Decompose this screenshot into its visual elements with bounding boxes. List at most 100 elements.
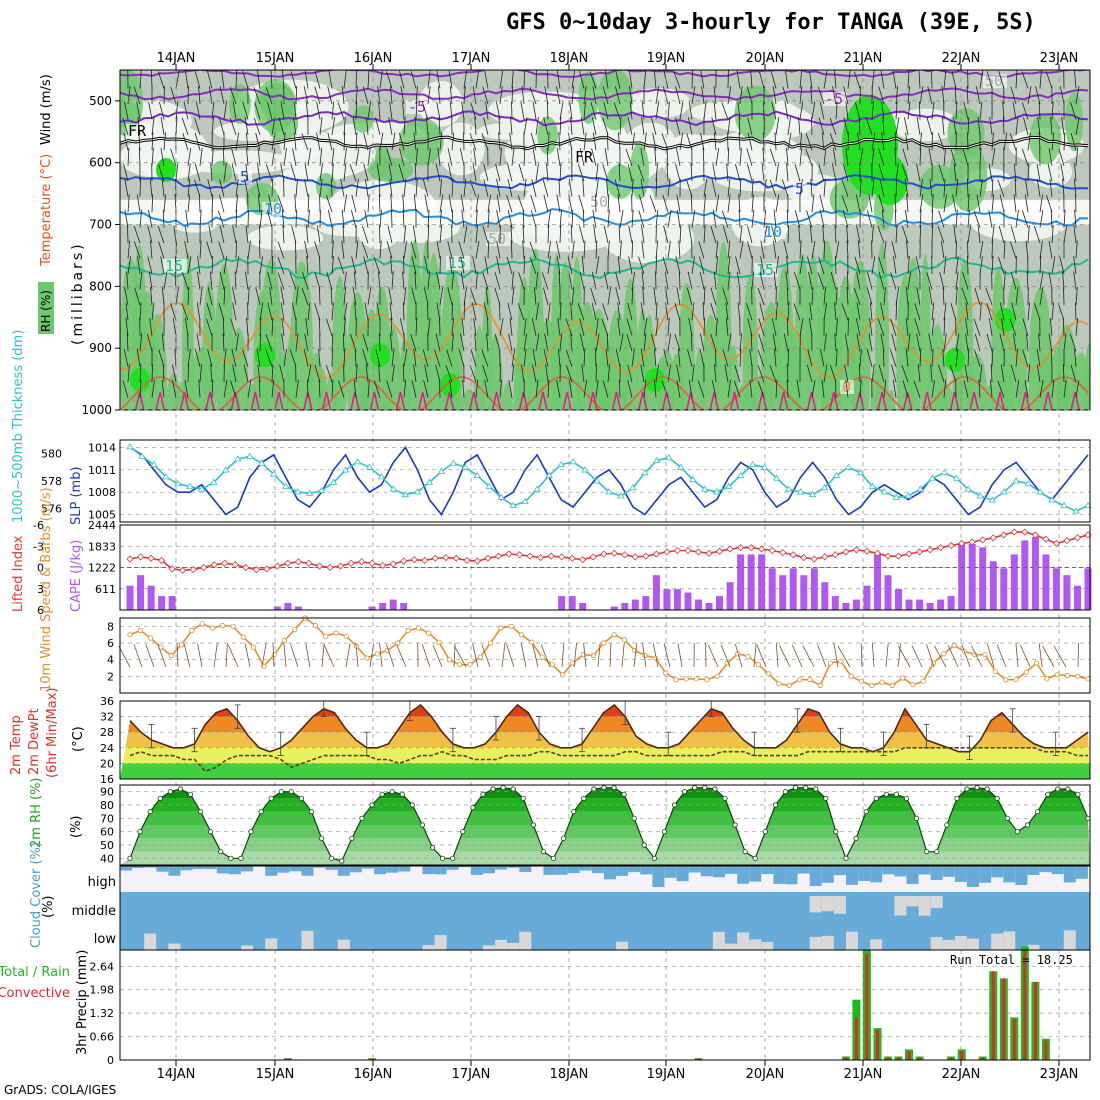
precip-convective-bar [1023, 950, 1027, 1060]
lifted-point [968, 538, 976, 546]
cloud-low-label: low [94, 932, 117, 947]
wind-barb [595, 178, 599, 197]
wind-barb [686, 133, 693, 151]
wind-barb [739, 225, 743, 244]
wind-barb [591, 302, 597, 321]
wind-barb [859, 147, 864, 166]
wind-barb [495, 163, 501, 182]
wind-barb [963, 101, 969, 120]
wind10-barb [860, 642, 863, 668]
wind-barb [511, 101, 513, 120]
cloud-high-bar [870, 866, 883, 883]
wind-barb [758, 71, 765, 89]
rh-moist-column [202, 281, 217, 410]
wind-barb [1039, 255, 1042, 275]
wind-barb [590, 287, 597, 306]
wind-barb [583, 240, 586, 259]
wind-barb [161, 379, 165, 398]
wind-barb [126, 271, 129, 290]
wind-barb [721, 102, 729, 120]
wind-barb [769, 179, 777, 197]
wind-barb [1048, 240, 1053, 259]
wind-barb [998, 225, 1005, 244]
wind-barb [787, 302, 790, 321]
wind10-barb [396, 644, 407, 668]
wind10-point [209, 625, 216, 631]
wind10-point [426, 630, 432, 636]
wind-barb [198, 379, 201, 398]
wind-barb [331, 117, 336, 135]
wind-barb [158, 164, 165, 182]
wind-barb [880, 70, 885, 89]
wind-barb [247, 379, 252, 398]
wind-barb [304, 70, 309, 89]
wind-barb [556, 256, 561, 275]
wind-barb [207, 71, 213, 89]
wind-barb [547, 302, 551, 321]
wind-barb [750, 333, 753, 352]
wind-barb [675, 117, 681, 136]
wind-barb [475, 379, 479, 398]
rh-moist-column [488, 334, 503, 410]
wind-barb [566, 364, 573, 383]
wind-barb [232, 364, 237, 383]
rh-moist-column [182, 252, 194, 410]
cloud-low-gap [930, 937, 943, 950]
wind-barb [856, 302, 861, 321]
wind-barb [439, 194, 444, 213]
wind-barb [711, 117, 717, 136]
wind-barb [295, 178, 298, 197]
wind10-point [642, 652, 648, 659]
contour-30 [1070, 391, 1080, 410]
wind10-point [776, 681, 782, 687]
wind-barb [871, 364, 875, 383]
wind-barb [316, 132, 321, 151]
wind-barb [787, 225, 790, 244]
wind-barb [978, 379, 981, 398]
cape-bar [926, 603, 934, 610]
wind-barb [763, 225, 768, 244]
cape-bar [884, 575, 892, 610]
wind-barb [451, 271, 454, 290]
wind-barb [931, 194, 934, 213]
lifted-point [515, 551, 524, 559]
thickness-point [760, 463, 769, 470]
thickness-point [665, 453, 673, 461]
cloud-low-gap [1063, 930, 1076, 950]
cape-bar [1031, 537, 1039, 610]
wind10-barb [244, 643, 251, 668]
cloud-low-gap [265, 938, 278, 950]
wind-barb [211, 101, 215, 120]
wind-barb [423, 287, 429, 305]
wind-barb [325, 194, 333, 213]
wind-barb [631, 348, 635, 367]
wind-barb [355, 364, 358, 383]
wind-barb [774, 348, 777, 367]
wind-barb [151, 302, 155, 321]
wind-barb [653, 70, 657, 89]
rh2m-point [792, 785, 799, 791]
wind-barb [242, 102, 249, 120]
thickness-point [521, 497, 529, 504]
wind-barb [511, 70, 514, 89]
wind-barb [413, 364, 417, 383]
wind-barb [834, 302, 837, 321]
wind-barb [184, 225, 189, 244]
wind-barb [902, 380, 909, 398]
wind-barb [1009, 241, 1017, 259]
cloud-high-bar [846, 866, 858, 885]
wind-barb [661, 380, 669, 398]
contour-30 [444, 391, 455, 410]
wind-barb [711, 379, 717, 398]
contour-30 [949, 391, 960, 410]
cloud-high-bar [821, 866, 834, 883]
precip-convective-bar [1012, 1019, 1016, 1060]
wind-barb [1027, 163, 1029, 182]
contour-30 [518, 391, 529, 410]
cloud-high-bar [349, 866, 362, 873]
wind-barb [832, 163, 837, 182]
wind-barb [414, 163, 417, 182]
wind10-point [498, 625, 504, 631]
wind-barb [787, 132, 792, 151]
wind-barb [938, 210, 945, 228]
